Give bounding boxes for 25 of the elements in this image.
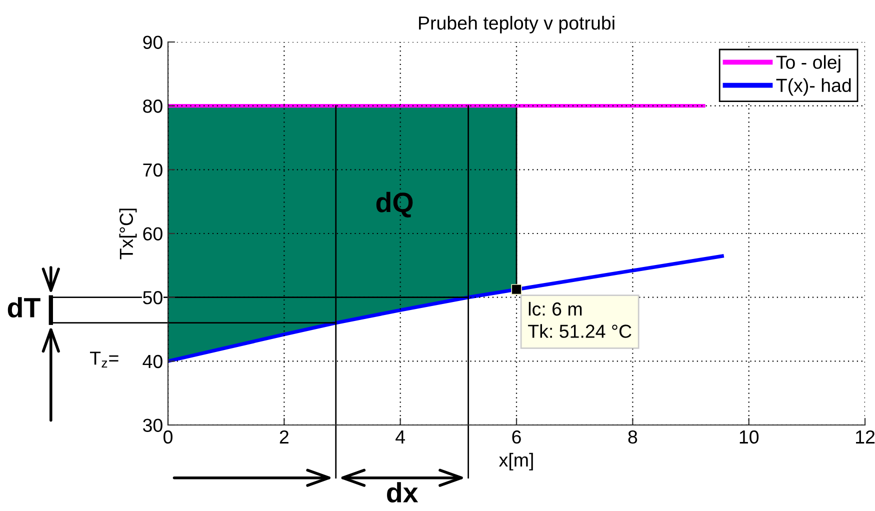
- legend-label: To - olej: [776, 55, 840, 73]
- x-axis-title: x[m]: [499, 452, 533, 470]
- annotation: lc: 6 m Tk: 51.24 °C: [528, 302, 632, 338]
- y-tick-label: 50: [143, 291, 162, 304]
- x-tick-label: 10: [740, 430, 759, 444]
- x-tick-label: 4: [396, 430, 406, 444]
- line-series: [168, 254, 726, 363]
- y-tick-label: 90: [143, 36, 162, 49]
- annotation: dQ: [376, 192, 413, 218]
- text: dx: [387, 482, 418, 503]
- x-tick-label: 0: [164, 430, 172, 444]
- legend-label: T(x)- had: [776, 78, 851, 96]
- y-tick-label: 60: [143, 227, 162, 240]
- annotation: T$_{z}$=: [90, 352, 118, 368]
- x-tick-label: 12: [856, 430, 875, 444]
- text: dT: [8, 297, 40, 318]
- y-tick-label: 40: [142, 354, 162, 368]
- x-tick-label: 2: [280, 430, 288, 444]
- y-axis-title: Tx[°C]: [119, 208, 137, 260]
- x-tick-label: 8: [628, 430, 638, 444]
- y-tick-label: 80: [143, 100, 162, 113]
- y-tick-label: 30: [143, 418, 162, 432]
- y-tick-label: 70: [143, 163, 162, 177]
- chart-title: Prubeh teploty v potrubi: [419, 16, 614, 34]
- x-tick-label: 6: [512, 430, 521, 444]
